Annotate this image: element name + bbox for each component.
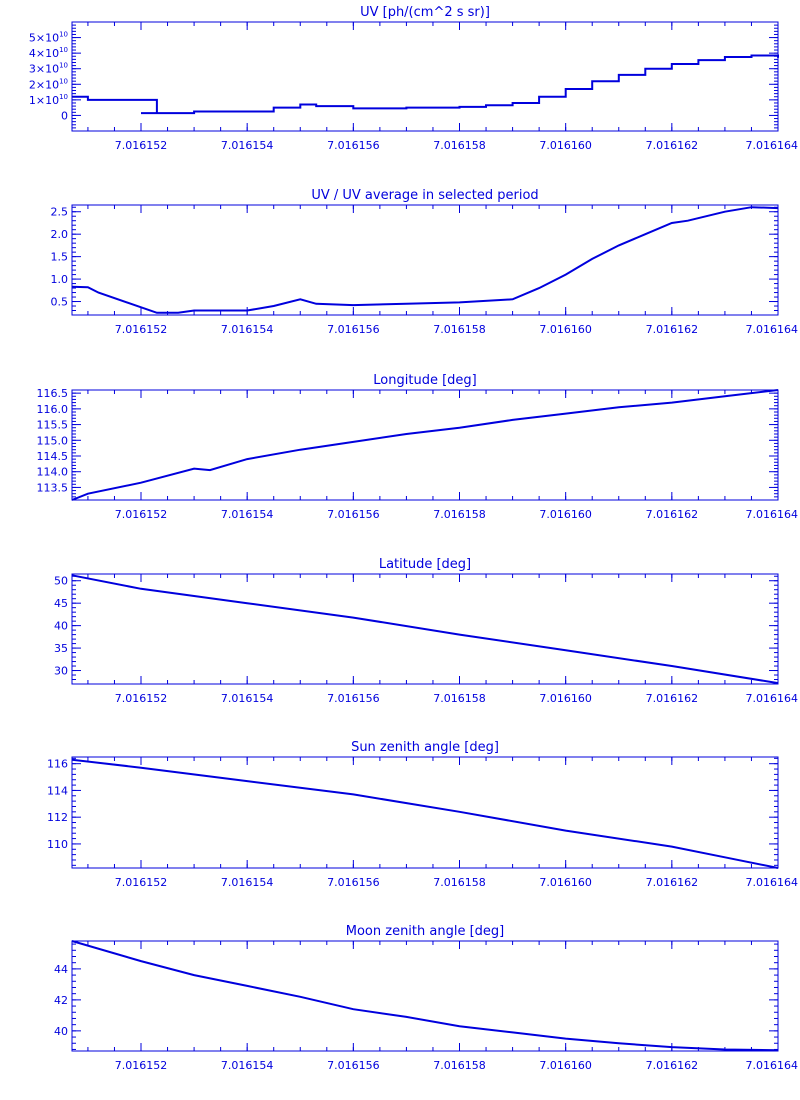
y-tick-label: 50 xyxy=(54,575,68,588)
y-tick-label: 4×1010 xyxy=(29,46,68,60)
x-tick-label: 7.016156 xyxy=(327,508,380,521)
y-tick-label: 116 xyxy=(47,758,68,771)
y-tick-label: 3×1010 xyxy=(29,62,68,76)
x-tick-label: 7.016164 xyxy=(746,323,799,336)
y-tick-label: 40 xyxy=(54,620,68,633)
chart-latitude: Latitude [deg] 30 35 40 45 50 7.016152 7.016154… xyxy=(54,557,798,705)
x-tick-label: 7.016162 xyxy=(646,323,699,336)
plot-frame xyxy=(71,940,779,1052)
y-tick-label: 30 xyxy=(54,665,68,678)
x-tick-label: 7.016158 xyxy=(433,692,486,705)
x-tick-label: 7.016164 xyxy=(746,876,799,889)
y-tick-label: 114.0 xyxy=(37,466,69,479)
x-tick-label: 7.016156 xyxy=(327,139,380,152)
x-tick-label: 7.016160 xyxy=(539,692,592,705)
y-tick-label: 5×1010 xyxy=(29,31,68,45)
series-line xyxy=(71,389,779,501)
chart-longitude: Longitude [deg] 113.5 114.0 114.5 115.0 115.5… xyxy=(37,373,799,521)
x-tick-label: 7.016156 xyxy=(327,876,380,889)
plot-frame xyxy=(71,756,779,869)
x-tick-label: 7.016154 xyxy=(221,876,274,889)
x-tick-label: 7.016158 xyxy=(433,139,486,152)
x-tick-label: 7.016158 xyxy=(433,876,486,889)
series-line xyxy=(71,206,779,314)
x-tick-label: 7.016164 xyxy=(746,1059,799,1072)
x-tick-label: 7.016162 xyxy=(646,876,699,889)
x-tick-label: 7.016158 xyxy=(433,508,486,521)
y-tick-label: 115.5 xyxy=(37,419,69,432)
y-tick-label: 112 xyxy=(47,811,68,824)
y-tick-label: 1×1010 xyxy=(29,93,68,107)
x-tick-label: 7.016162 xyxy=(646,508,699,521)
x-tick-label: 7.016154 xyxy=(221,508,274,521)
y-tick-label: 113.5 xyxy=(37,481,69,494)
y-tick-label: 1.5 xyxy=(51,251,69,264)
y-tick-label: 35 xyxy=(54,642,68,655)
x-tick-label: 7.016164 xyxy=(746,692,799,705)
chart-title: Sun zenith angle [deg] xyxy=(351,740,499,755)
x-tick-label: 7.016152 xyxy=(115,508,168,521)
x-tick-label: 7.016152 xyxy=(115,876,168,889)
y-tick-label: 0 xyxy=(61,109,68,122)
y-tick-label: 44 xyxy=(54,963,68,976)
x-tick-label: 7.016154 xyxy=(221,323,274,336)
x-tick-label: 7.016154 xyxy=(221,1059,274,1072)
chart-title: UV [ph/(cm^2 s sr)] xyxy=(360,5,490,20)
y-tick-label: 1.0 xyxy=(51,273,69,286)
series-line xyxy=(71,940,779,1052)
x-tick-label: 7.016160 xyxy=(539,508,592,521)
series-line xyxy=(72,54,779,115)
x-tick-label: 7.016160 xyxy=(539,323,592,336)
plot-frame xyxy=(71,204,779,316)
y-tick-label: 40 xyxy=(54,1025,68,1038)
y-tick-label: 110 xyxy=(47,838,68,851)
x-tick-label: 7.016156 xyxy=(327,1059,380,1072)
y-tick-label: 116.0 xyxy=(37,403,69,416)
x-tick-label: 7.016164 xyxy=(746,139,799,152)
y-tick-label: 115.0 xyxy=(37,434,69,447)
chart-title: Latitude [deg] xyxy=(379,557,471,572)
x-tick-label: 7.016162 xyxy=(646,1059,699,1072)
x-tick-label: 7.016154 xyxy=(221,139,274,152)
series-line xyxy=(71,574,779,685)
y-tick-label: 116.5 xyxy=(37,387,69,400)
x-tick-label: 7.016164 xyxy=(746,508,799,521)
plot-frame xyxy=(71,573,779,685)
x-tick-label: 7.016154 xyxy=(221,692,274,705)
x-tick-label: 7.016162 xyxy=(646,139,699,152)
y-tick-label: 42 xyxy=(54,994,68,1007)
chart-sun-zenith: Sun zenith angle [deg] 110 112 114 116 7.0161… xyxy=(47,740,798,889)
x-tick-label: 7.016160 xyxy=(539,1059,592,1072)
x-tick-label: 7.016152 xyxy=(115,139,168,152)
y-tick-label: 114 xyxy=(47,784,68,797)
chart-title: Moon zenith angle [deg] xyxy=(346,924,504,939)
chart-title: Longitude [deg] xyxy=(373,373,476,388)
x-tick-label: 7.016160 xyxy=(539,876,592,889)
chart-title: UV / UV average in selected period xyxy=(311,188,538,203)
x-tick-label: 7.016160 xyxy=(539,139,592,152)
x-tick-label: 7.016156 xyxy=(327,692,380,705)
plot-frame xyxy=(71,21,779,132)
x-tick-label: 7.016152 xyxy=(115,323,168,336)
y-tick-label: 2.0 xyxy=(51,228,69,241)
y-tick-label: 0.5 xyxy=(51,296,69,309)
y-tick-label: 114.5 xyxy=(37,450,69,463)
y-tick-label: 45 xyxy=(54,597,68,610)
x-tick-label: 7.016158 xyxy=(433,1059,486,1072)
x-tick-label: 7.016152 xyxy=(115,1059,168,1072)
series-line xyxy=(71,758,779,869)
chart-uv-ratio: UV / UV average in selected period 0.5 1.0… xyxy=(51,188,799,336)
y-tick-label: 2.5 xyxy=(51,206,69,219)
y-tick-label: 2×1010 xyxy=(29,77,68,91)
x-tick-label: 7.016162 xyxy=(646,692,699,705)
chart-moon-zenith: Moon zenith angle [deg] 40 42 44 7.016152 7.0… xyxy=(54,924,798,1072)
x-tick-label: 7.016152 xyxy=(115,692,168,705)
plot-frame xyxy=(71,389,779,501)
x-tick-label: 7.016158 xyxy=(433,323,486,336)
x-tick-label: 7.016156 xyxy=(327,323,380,336)
